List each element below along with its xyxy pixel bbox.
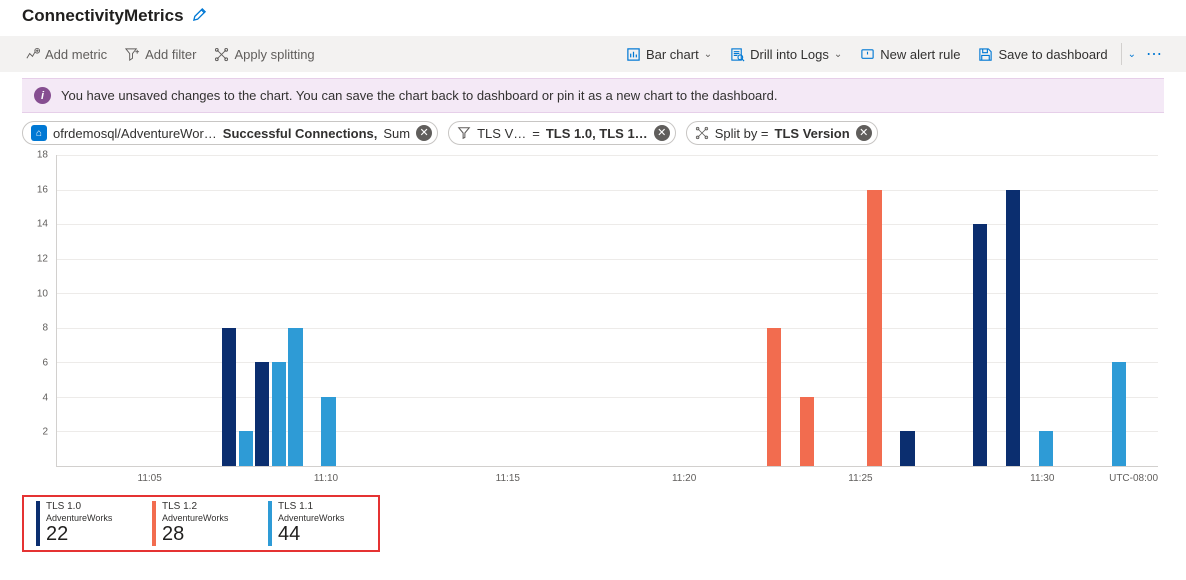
new-alert-rule-button[interactable]: New alert rule xyxy=(853,43,967,66)
filter-icon xyxy=(457,126,471,140)
legend-series-value: 22 xyxy=(46,523,112,546)
y-tick-label: 14 xyxy=(37,219,48,230)
split-val: TLS Version xyxy=(775,126,850,141)
chart-bar[interactable] xyxy=(767,328,781,466)
legend-series-name: TLS 1.2 xyxy=(162,501,228,513)
chart-type-dropdown[interactable]: Bar chart ⌄ xyxy=(619,43,719,66)
info-icon: i xyxy=(34,87,51,104)
drill-into-logs-button[interactable]: Drill into Logs ⌄ xyxy=(723,43,849,66)
metric-agg: Sum xyxy=(383,126,410,141)
chevron-down-icon: ⌄ xyxy=(834,49,842,60)
more-menu-button[interactable]: ⋯ xyxy=(1140,44,1168,64)
filter-prop: TLS V… xyxy=(477,126,526,141)
add-metric-button[interactable]: Add metric xyxy=(18,43,114,66)
metric-name: Successful Connections, xyxy=(223,126,378,141)
y-tick-label: 16 xyxy=(37,184,48,195)
legend-series-sub: AdventureWorks xyxy=(162,513,228,523)
x-tick-label: 11:30 xyxy=(1030,473,1054,484)
legend-series-sub: AdventureWorks xyxy=(46,513,112,523)
metric-chip[interactable]: ⌂ ofrdemosql/AdventureWor… Successful Co… xyxy=(22,121,438,145)
chart-bar[interactable] xyxy=(255,362,269,466)
legend-item[interactable]: TLS 1.1AdventureWorks44 xyxy=(268,501,356,546)
add-filter-button[interactable]: Add filter xyxy=(118,43,203,66)
chart-bar[interactable] xyxy=(222,328,236,466)
y-tick-label: 2 xyxy=(42,427,48,438)
splitby-chip[interactable]: Split by = TLS Version ✕ xyxy=(686,121,878,145)
legend-item[interactable]: TLS 1.0AdventureWorks22 xyxy=(36,501,124,546)
timezone-label: UTC-08:00 xyxy=(1109,473,1158,484)
chart-bar[interactable] xyxy=(321,397,335,466)
legend-swatch xyxy=(152,501,156,546)
chevron-down-icon: ⌄ xyxy=(704,49,712,60)
legend-series-value: 44 xyxy=(278,523,344,546)
legend-series-name: TLS 1.0 xyxy=(46,501,112,513)
legend-swatch xyxy=(36,501,40,546)
chart-plot[interactable] xyxy=(56,155,1158,467)
x-tick-label: 11:05 xyxy=(138,473,162,484)
chart-bar[interactable] xyxy=(239,431,253,466)
y-tick-label: 10 xyxy=(37,288,48,299)
chart-bar[interactable] xyxy=(900,431,914,466)
unsaved-changes-alert: i You have unsaved changes to the chart.… xyxy=(22,78,1164,113)
chart-bar[interactable] xyxy=(800,397,814,466)
x-tick-label: 11:20 xyxy=(672,473,696,484)
remove-chip-icon[interactable]: ✕ xyxy=(856,125,872,141)
apply-splitting-button[interactable]: Apply splitting xyxy=(207,43,321,66)
chart-bar[interactable] xyxy=(973,224,987,466)
separator xyxy=(1121,43,1122,65)
remove-chip-icon[interactable]: ✕ xyxy=(416,125,432,141)
split-prefix: Split by = xyxy=(715,126,769,141)
y-tick-label: 18 xyxy=(37,150,48,161)
database-icon: ⌂ xyxy=(31,125,47,141)
y-tick-label: 4 xyxy=(42,392,48,403)
x-tick-label: 11:15 xyxy=(496,473,520,484)
filter-op: = xyxy=(532,126,540,141)
remove-chip-icon[interactable]: ✕ xyxy=(654,125,670,141)
chart-bar[interactable] xyxy=(1006,190,1020,466)
chart-bar[interactable] xyxy=(288,328,302,466)
alert-text: You have unsaved changes to the chart. Y… xyxy=(61,88,777,103)
metric-resource: ofrdemosql/AdventureWor… xyxy=(53,126,217,141)
legend-swatch xyxy=(268,501,272,546)
legend-item[interactable]: TLS 1.2AdventureWorks28 xyxy=(152,501,240,546)
filter-chip[interactable]: TLS V… = TLS 1.0, TLS 1… ✕ xyxy=(448,121,676,145)
chart-area: 24681012141618 UTC-08:00 11:0511:1011:15… xyxy=(22,155,1164,487)
legend-series-sub: AdventureWorks xyxy=(278,513,344,523)
y-tick-label: 12 xyxy=(37,254,48,265)
page-title: ConnectivityMetrics xyxy=(22,6,184,26)
y-tick-label: 6 xyxy=(42,358,48,369)
x-tick-label: 11:10 xyxy=(314,473,338,484)
legend-series-name: TLS 1.1 xyxy=(278,501,344,513)
split-icon xyxy=(695,126,709,140)
chevron-down-icon[interactable]: ⌄ xyxy=(1128,49,1136,60)
x-tick-label: 11:25 xyxy=(848,473,872,484)
y-tick-label: 8 xyxy=(42,323,48,334)
chart-bar[interactable] xyxy=(1112,362,1126,466)
edit-title-icon[interactable] xyxy=(192,7,207,25)
legend-series-value: 28 xyxy=(162,523,228,546)
chart-bar[interactable] xyxy=(272,362,286,466)
legend-highlight-box: TLS 1.0AdventureWorks22TLS 1.2AdventureW… xyxy=(22,495,380,552)
chart-bar[interactable] xyxy=(1039,431,1053,466)
chart-bar[interactable] xyxy=(867,190,881,466)
chart-toolbar: Add metric Add filter Apply splitting Ba… xyxy=(0,36,1186,72)
save-to-dashboard-button[interactable]: Save to dashboard xyxy=(971,43,1114,66)
filter-val: TLS 1.0, TLS 1… xyxy=(546,126,648,141)
